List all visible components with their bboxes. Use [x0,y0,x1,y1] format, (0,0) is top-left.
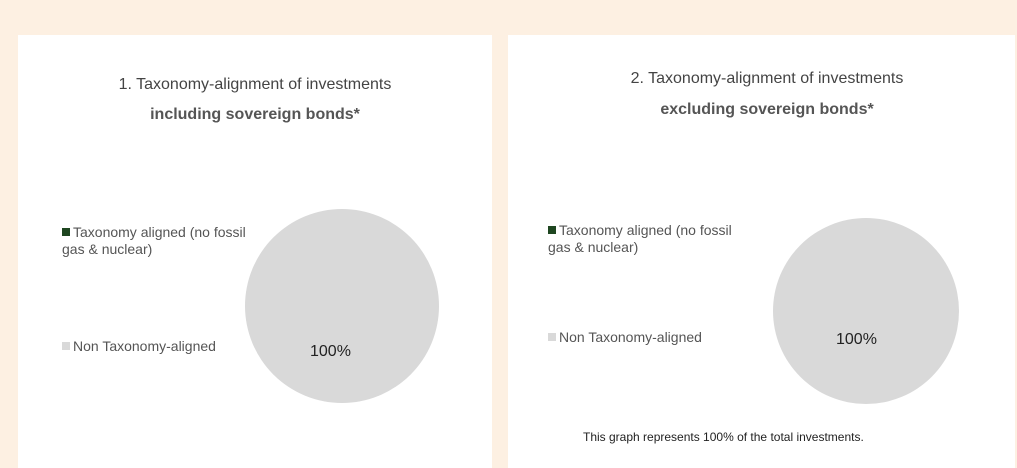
chart-subtitle: including sovereign bonds* [150,106,360,123]
legend-entry: Non Taxonomy-aligned [62,338,252,355]
chart-title: 1. Taxonomy-alignment of investments [118,76,392,93]
legend-swatch [548,226,556,234]
chart-subtitle: excluding sovereign bonds* [660,101,874,118]
pie-slice [773,218,959,404]
legend-swatch [548,333,556,341]
legend-entry: Non Taxonomy-aligned [548,329,738,346]
legend-swatch [62,342,70,350]
pie-slice [245,209,439,403]
legend-entry: Taxonomy aligned (no fossil gas & nuclea… [62,224,252,258]
note: This graph represents 100% of the total … [583,430,864,444]
legend-label: Taxonomy aligned (no fossil gas & nuclea… [62,224,246,257]
value-label: 100% [836,331,877,348]
legend-entry: Taxonomy aligned (no fossil gas & nuclea… [548,222,738,256]
legend-label: Non Taxonomy-aligned [73,338,216,354]
value-label: 100% [310,343,351,360]
chart-title: 2. Taxonomy-alignment of investments [630,70,904,87]
legend-label: Non Taxonomy-aligned [559,329,702,345]
legend-swatch [62,228,70,236]
legend-label: Taxonomy aligned (no fossil gas & nuclea… [548,222,732,255]
